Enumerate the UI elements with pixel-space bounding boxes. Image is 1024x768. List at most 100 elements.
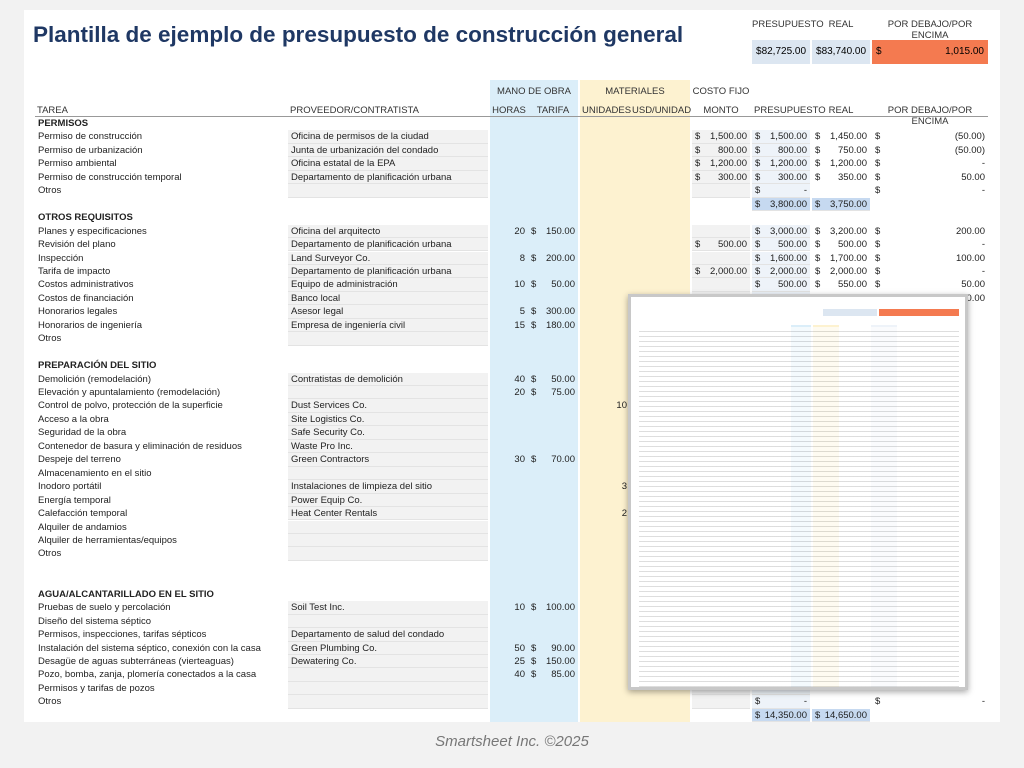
amount: - (981, 185, 985, 197)
currency-sign: $ (756, 46, 762, 57)
column-header: MONTO (703, 105, 739, 116)
vendor-cell: Green Plumbing Co. (291, 642, 378, 654)
currency-sign: $ (815, 144, 821, 156)
fixed-band (692, 80, 750, 118)
hours-cell: 15 (514, 319, 525, 331)
vendor-cell (288, 426, 488, 440)
task-cell: Inspección (38, 252, 84, 264)
task-cell: Energía temporal (38, 494, 111, 506)
fixed-cell (692, 184, 750, 198)
hours-cell: 8 (519, 252, 525, 264)
rate-cell: $50.00 (528, 278, 578, 291)
fixed-cell: $1,200.00 (692, 157, 750, 170)
budget-cell: $3,000.00 (752, 225, 810, 238)
task-cell: Honorarios de ingeniería (38, 319, 143, 331)
task-cell: Alquiler de herramientas/equipos (38, 534, 177, 546)
currency-sign: $ (531, 225, 537, 237)
hours-cell: 30 (514, 454, 525, 466)
currency-sign: $ (695, 171, 701, 183)
variance-cell: $ - (872, 184, 988, 197)
currency-sign: $ (875, 225, 881, 237)
task-cell: Control de polvo, protección de la super… (38, 400, 223, 412)
vendor-cell (288, 399, 488, 413)
amount: 500.00 (837, 239, 867, 251)
currency-sign: $ (815, 225, 821, 237)
budget-cell: $500.00 (752, 238, 810, 251)
currency-sign: $ (815, 158, 821, 170)
budget-cell (752, 238, 810, 252)
variance-cell: $ - (872, 157, 988, 170)
task-cell: Diseño del sistema séptico (38, 615, 151, 627)
task-cell: Tarifa de impacto (38, 265, 111, 277)
vendor-cell (288, 681, 488, 696)
rate-cell: $180.00 (528, 319, 578, 332)
currency-sign: $ (876, 46, 882, 57)
vendor-cell (288, 224, 488, 239)
currency-sign: $ (875, 696, 881, 708)
vendor-cell: Safe Security Co. (291, 427, 365, 439)
actual-cell: $1,700.00 (812, 252, 870, 265)
vendor-cell (288, 291, 488, 306)
task-cell: Permisos y tarifas de pozos (38, 682, 155, 694)
task-cell: Acceso a la obra (38, 413, 109, 425)
section-header: PERMISOS (38, 118, 89, 129)
summary-label: PRESUPUESTO (752, 19, 824, 30)
amount: 1,500.00 (710, 131, 747, 143)
currency-sign: $ (815, 131, 821, 143)
vendor-cell (288, 493, 488, 508)
vendor-cell (288, 157, 488, 171)
task-cell: Otros (38, 548, 62, 560)
vendor-cell: Heat Center Rentals (291, 508, 378, 520)
budget-cell: $1,600.00 (752, 252, 810, 265)
hours-cell: 40 (514, 669, 525, 681)
task-cell: Otros (38, 333, 62, 345)
header-rule (35, 116, 988, 117)
actual-cell: $500.00 (812, 238, 870, 251)
vendor-cell: Departamento de planificación urbana (291, 265, 452, 277)
currency-sign: $ (755, 709, 761, 721)
budget-cell: $2,000.00 (752, 265, 810, 278)
hours-cell: 10 (514, 602, 525, 614)
task-cell: Permiso de construcción (38, 131, 143, 143)
vendor-cell: Green Contractors (291, 454, 370, 466)
amount: 750.00 (837, 144, 867, 156)
currency-sign: $ (875, 158, 881, 170)
currency-sign: $ (875, 185, 881, 197)
vendor-cell (288, 614, 488, 629)
vendor-cell (288, 668, 488, 682)
task-cell: Otros (38, 696, 62, 708)
task-cell: Permiso ambiental (38, 158, 117, 170)
amount: 3,800.00 (770, 198, 807, 210)
hours-cell: 25 (514, 656, 525, 667)
vendor-cell: Oficina estatal de la EPA (291, 158, 396, 170)
fixed-cell (692, 224, 750, 239)
currency-sign: $ (755, 279, 761, 291)
vendor-cell (288, 251, 488, 265)
currency-sign: $ (875, 279, 881, 291)
currency-sign: $ (815, 252, 821, 264)
amount: 3,000.00 (770, 225, 807, 237)
fixed-cell (692, 157, 750, 171)
currency-sign: $ (531, 252, 537, 264)
currency-sign: $ (695, 265, 701, 277)
variance-cell: $200.00 (872, 225, 988, 238)
currency-sign: $ (695, 131, 701, 143)
column-header: POR DEBAJO/POR ENCIMA (887, 105, 973, 127)
currency-sign: $ (531, 319, 537, 331)
vendor-cell (288, 170, 488, 185)
variance-cell: $ (50.00) (872, 144, 988, 157)
amount: 82,725.00 (761, 46, 807, 57)
fixed-cell (692, 238, 750, 252)
variance-cell: $50.00 (872, 171, 988, 184)
rate-cell: $300.00 (528, 305, 578, 318)
currency-sign: $ (531, 279, 537, 291)
currency-sign: $ (875, 131, 881, 143)
vendor-cell (288, 412, 488, 427)
fixed-cell: $1,500.00 (692, 130, 750, 143)
currency-sign: $ (755, 158, 761, 170)
currency-sign: $ (875, 265, 881, 277)
variance-cell: $ - (872, 695, 988, 708)
hours-cell: 20 (514, 225, 525, 237)
vendor-cell: Oficina de permisos de la ciudad (291, 131, 429, 143)
